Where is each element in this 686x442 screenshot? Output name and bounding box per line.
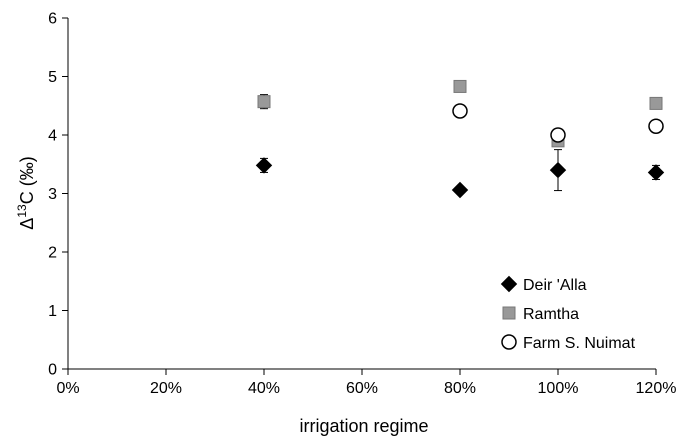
x-tick-label: 0%: [56, 380, 79, 397]
legend-label-deir-alla: Deir 'Alla: [523, 277, 587, 294]
x-tick-label: 40%: [248, 380, 280, 397]
x-tick-label: 120%: [636, 380, 677, 397]
x-tick-label: 100%: [538, 380, 579, 397]
farm-s-nuimat-point: [550, 127, 566, 143]
x-tick-label: 60%: [346, 380, 378, 397]
y-tick-label: 3: [48, 186, 57, 203]
x-ticks: 0% 20% 40% 60% 80% 100% 120%: [56, 369, 676, 397]
ramtha-point: [453, 79, 467, 93]
deir-alla-point: [451, 181, 469, 199]
data-points: [255, 79, 665, 199]
y-tick-label: 6: [48, 11, 57, 28]
deir-alla-point: [549, 161, 567, 179]
y-ticks: 0 1 2 3 4 5 6: [48, 11, 68, 379]
ramtha-point: [257, 95, 271, 109]
ramtha-point: [649, 96, 663, 110]
y-tick-label: 0: [48, 362, 57, 379]
y-tick-label: 2: [48, 245, 57, 262]
legend-label-farm-s-nuimat: Farm S. Nuimat: [523, 335, 636, 352]
legend-label-ramtha: Ramtha: [523, 306, 579, 323]
y-tick-label: 4: [48, 128, 57, 145]
legend-marker-ramtha: [502, 306, 516, 320]
y-tick-label: 1: [48, 303, 57, 320]
legend: Deir 'Alla Ramtha Farm S. Nuimat: [500, 275, 636, 352]
y-axis-title-delta: Δ: [17, 218, 37, 230]
legend-marker-farm-s-nuimat: [501, 334, 517, 350]
x-tick-label: 80%: [444, 380, 476, 397]
deir-alla-point: [647, 164, 665, 181]
x-tick-label: 20%: [150, 380, 182, 397]
x-axis-title: irrigation regime: [299, 416, 428, 436]
deir-alla-point: [255, 157, 273, 174]
y-tick-label: 5: [48, 69, 57, 86]
farm-s-nuimat-point: [452, 103, 468, 119]
farm-s-nuimat-point: [648, 118, 664, 134]
legend-marker-deir-alla: [500, 275, 518, 293]
y-axis-title-rest: C (‰): [17, 156, 37, 204]
y-axis-title: Δ13C (‰): [15, 156, 37, 229]
y-axis-title-superscript: 13: [15, 204, 29, 218]
